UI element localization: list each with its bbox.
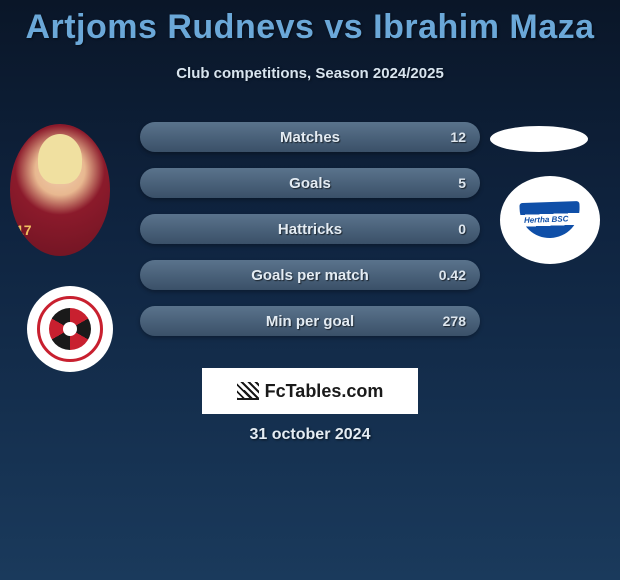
- stat-row-gpm: Goals per match 0.42: [140, 260, 480, 290]
- subtitle: Club competitions, Season 2024/2025: [0, 65, 620, 82]
- hertha-flag-icon: [519, 201, 580, 239]
- stat-right-value: 0: [458, 221, 466, 237]
- stat-right-value: 5: [458, 175, 466, 191]
- stat-right-value: 0.42: [439, 267, 466, 283]
- stat-right-value: 278: [443, 313, 466, 329]
- page-title: Artjoms Rudnevs vs Ibrahim Maza: [0, 0, 620, 47]
- swirl-icon: [37, 296, 103, 362]
- stat-label: Goals: [289, 175, 331, 192]
- stat-label: Goals per match: [251, 267, 369, 284]
- date-label: 31 october 2024: [0, 426, 620, 444]
- stat-row-matches: Matches 12: [140, 122, 480, 152]
- brand-text: FcTables.com: [265, 381, 384, 402]
- player-right-photo-placeholder: [490, 126, 588, 152]
- stat-label: Matches: [280, 129, 340, 146]
- stat-label: Hattricks: [278, 221, 342, 238]
- stat-row-hattricks: Hattricks 0: [140, 214, 480, 244]
- brand-link[interactable]: FcTables.com: [202, 368, 418, 414]
- player-left-photo-inner: [10, 124, 110, 256]
- player-left-photo: [10, 124, 110, 256]
- stat-row-mpg: Min per goal 278: [140, 306, 480, 336]
- stats-container: Matches 12 Goals 5 Hattricks 0 Goals per…: [140, 122, 480, 352]
- chart-icon: [237, 382, 259, 400]
- stat-label: Min per goal: [266, 313, 354, 330]
- stat-right-value: 12: [450, 129, 466, 145]
- stat-row-goals: Goals 5: [140, 168, 480, 198]
- player-left-club-logo: [27, 286, 113, 372]
- player-right-club-logo: [500, 176, 600, 264]
